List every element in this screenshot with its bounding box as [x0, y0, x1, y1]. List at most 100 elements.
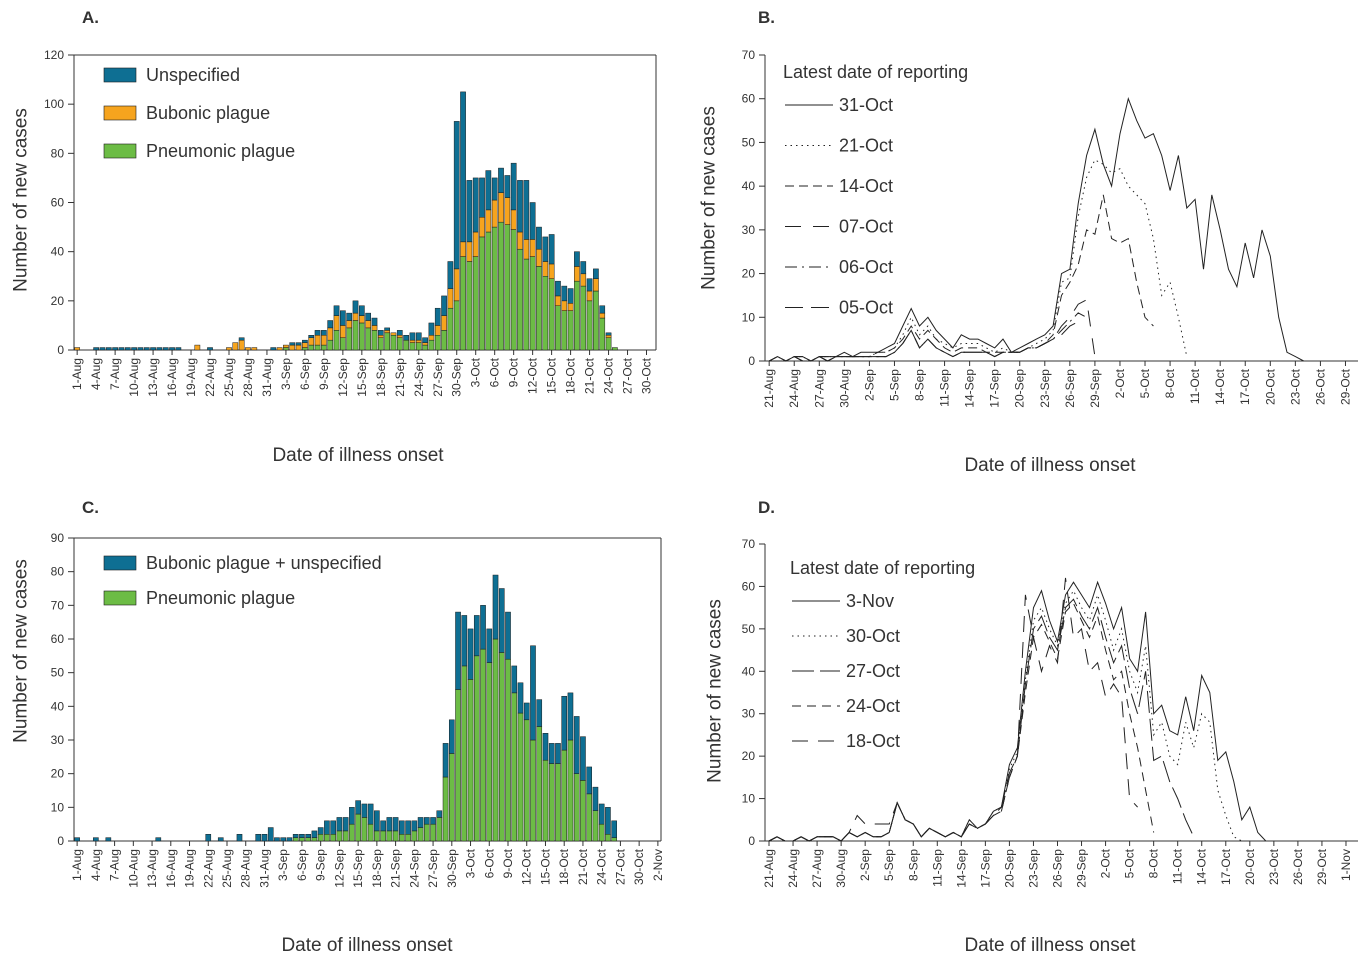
bar-segment	[472, 177, 479, 233]
x-tick-label: 14-Sep	[954, 849, 968, 888]
series-line	[769, 321, 1079, 362]
x-tick-label: 9-Sep	[314, 849, 328, 881]
bar-segment	[299, 837, 305, 842]
x-tick-label: 16-Aug	[164, 849, 178, 888]
bar-segment	[384, 332, 390, 351]
x-tick-label: 21-Oct	[576, 848, 590, 885]
x-tick-label: 29-Sep	[1075, 849, 1089, 888]
x-tick-label: 11-Oct	[1188, 368, 1202, 404]
y-tick-label: 30	[742, 707, 756, 721]
series-line	[768, 589, 1243, 842]
x-tick-label: 3-Oct	[464, 848, 478, 878]
x-tick-label: 5-Oct	[1138, 368, 1152, 398]
bar-segment	[580, 273, 587, 287]
x-tick-label: 24-Oct	[595, 848, 609, 885]
bar-segment	[342, 830, 349, 842]
bar-segment	[586, 766, 592, 795]
x-tick-label: 15-Oct	[545, 357, 559, 394]
bar-segment	[349, 807, 355, 825]
bar-segment	[517, 712, 524, 842]
bar-segment	[226, 347, 232, 351]
bar-segment	[472, 256, 479, 351]
bar-segment	[112, 347, 118, 351]
bar-segment	[567, 739, 574, 842]
bar-segment	[314, 335, 321, 346]
bar-segment	[355, 813, 361, 842]
bar-segment	[548, 278, 555, 351]
bar-segment	[505, 611, 511, 660]
bar-segment	[405, 834, 411, 842]
x-tick-label: 30-Aug	[837, 369, 851, 408]
y-axis-title: Number of new cases	[699, 106, 720, 290]
bar-segment	[574, 280, 580, 351]
bar-segment	[466, 261, 473, 351]
x-tick-label: 14-Sep	[963, 369, 977, 408]
bar-segment	[302, 342, 308, 348]
bar-segment	[283, 344, 289, 348]
bar-segment	[453, 300, 460, 351]
line-chart-d: 0 10 20 30 40 50 60 70 21-Aug 24-Aug 27-Aug 30-Aug 2…	[705, 537, 1358, 956]
bar-segment	[390, 332, 397, 336]
bar-segment	[390, 335, 397, 351]
bar-segment	[267, 827, 274, 842]
bar-segment	[333, 305, 340, 316]
y-tick-label: 30	[742, 223, 756, 237]
x-tick-label: 30-Sep	[445, 849, 459, 888]
bar-segment	[377, 337, 384, 351]
bar-segment	[346, 312, 353, 321]
bar-segment	[455, 689, 461, 842]
x-tick-label: 9-Sep	[317, 358, 331, 390]
x-tick-label: 7-Aug	[108, 849, 122, 881]
bar-segment	[308, 335, 315, 338]
bar-segment	[93, 347, 99, 351]
bar-segment	[536, 699, 543, 727]
bar-segment	[336, 817, 343, 832]
x-tick-label: 24-Oct	[602, 357, 616, 394]
bar-segment	[567, 692, 574, 741]
x-tick-label: 24-Aug	[787, 369, 801, 408]
x-tick-label: 6-Oct	[482, 848, 496, 878]
bar-segment	[324, 834, 330, 842]
bar-segment	[321, 344, 327, 351]
bar-segment	[573, 773, 580, 842]
x-tick-label: 24-Aug	[786, 849, 800, 888]
bar-segment	[536, 226, 542, 250]
bar-segment	[567, 288, 574, 304]
bar-segment	[548, 263, 555, 279]
bar-segment	[118, 347, 125, 351]
bar-segment	[561, 285, 568, 302]
x-tick-label: 17-Sep	[978, 849, 992, 888]
line-chart-b: 0 10 20 30 40 50 60 70 21-Aug 24-Aug 27-Aug 30-Aug 2…	[699, 48, 1358, 476]
x-tick-label: 25-Aug	[222, 358, 236, 397]
bar-segment	[586, 290, 593, 302]
bar-segment	[155, 837, 162, 842]
bar-segment	[392, 830, 399, 842]
bar-segment	[599, 312, 606, 319]
bar-segment	[492, 638, 499, 842]
bar-segment	[217, 837, 224, 842]
y-tick-label: 60	[51, 196, 65, 210]
x-tick-label: 26-Oct	[1291, 848, 1305, 885]
bar-segment	[485, 231, 492, 351]
x-tick-label: 30-Oct	[640, 357, 654, 394]
bar-segment	[473, 655, 480, 842]
bar-segment	[542, 759, 549, 842]
x-tick-label: 1-Aug	[70, 849, 84, 881]
bar-segment	[317, 827, 324, 835]
bar-segment	[480, 605, 486, 650]
bar-segment	[207, 347, 213, 351]
y-tick-label: 40	[742, 664, 756, 678]
x-tick-label: 5-Sep	[887, 369, 901, 401]
bar-segment	[517, 682, 524, 714]
x-tick-label: 23-Sep	[1038, 369, 1052, 408]
bar-segment	[422, 342, 428, 346]
bar-segment	[555, 280, 561, 297]
bar-segment	[411, 820, 418, 832]
legend-label: 06-Oct	[839, 257, 893, 277]
bar-segment	[430, 817, 436, 825]
bar-segment	[428, 339, 435, 351]
legend-label: 14-Oct	[839, 176, 893, 196]
x-tick-label: 10-Aug	[127, 358, 141, 397]
x-tick-label: 26-Sep	[1050, 849, 1064, 888]
bar-segment	[491, 226, 498, 351]
